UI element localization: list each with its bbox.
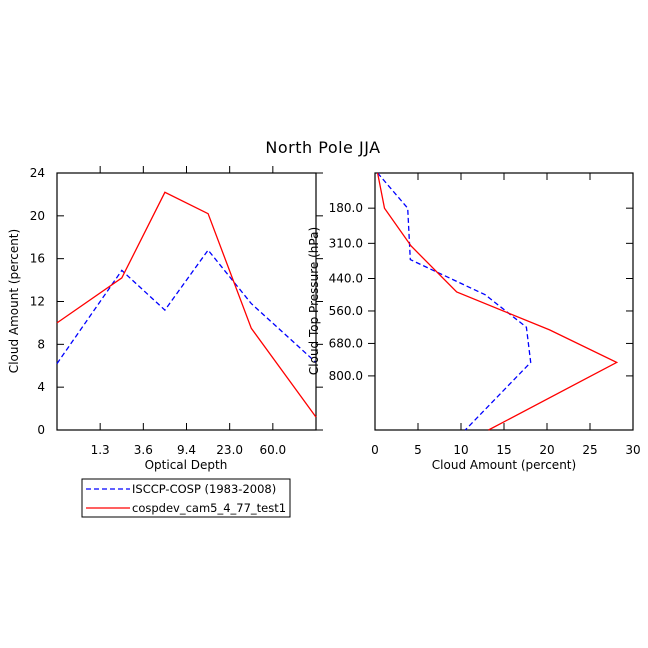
left-y-tick-label: 20 <box>30 209 45 223</box>
left-series-isccp-line <box>56 249 317 364</box>
right-panel: 0 5 10 15 20 25 30 180.0 310.0 440.0 560.0 680.0 800… <box>307 172 641 472</box>
chart-title: North Pole JJA <box>265 138 380 157</box>
right-plot-frame <box>374 172 634 431</box>
left-x-tick-label: 1.3 <box>91 443 110 457</box>
right-x-tick-label: 10 <box>453 443 468 457</box>
legend: ISCCP-COSP (1983-2008) cospdev_cam5_4_77… <box>81 478 291 518</box>
left-y-tick-label: 8 <box>37 337 45 351</box>
legend-label-cam5: cospdev_cam5_4_77_test1 <box>132 501 286 515</box>
right-x-axis-label: Cloud Amount (percent) <box>432 458 576 472</box>
right-y-tick-label: 800.0 <box>329 369 363 383</box>
right-x-tick-label: 5 <box>414 443 422 457</box>
right-x-tick-label: 20 <box>539 443 554 457</box>
left-x-tick-label: 23.0 <box>216 443 243 457</box>
right-y-tick-label: 180.0 <box>329 201 363 215</box>
right-y-tick-label: 680.0 <box>329 336 363 350</box>
legend-box <box>81 478 291 518</box>
left-y-tick-label: 0 <box>37 423 45 437</box>
left-y-tick-label: 12 <box>30 295 45 309</box>
right-y-axis-label: Cloud Top Pressure (hPa) <box>307 227 321 375</box>
right-y-tick-label: 440.0 <box>329 272 363 286</box>
left-y-tick-label: 24 <box>30 166 45 180</box>
left-plot-frame <box>56 172 317 431</box>
left-y-tick-label: 16 <box>30 252 45 266</box>
right-x-tick-label: 15 <box>496 443 511 457</box>
left-y-axis-label: Cloud Amount (percent) <box>7 229 21 373</box>
right-y-tick-label: 560.0 <box>329 304 363 318</box>
legend-label-isccp: ISCCP-COSP (1983-2008) <box>132 482 276 496</box>
left-y-tick-label: 4 <box>37 380 45 394</box>
right-y-tick-label: 310.0 <box>329 236 363 250</box>
right-x-tick-label: 0 <box>371 443 379 457</box>
left-x-tick-label: 3.6 <box>134 443 153 457</box>
left-x-axis-label: Optical Depth <box>145 458 228 472</box>
right-x-tick-label: 25 <box>582 443 597 457</box>
left-panel: 1.3 3.6 9.4 23.0 60.0 0 4 8 12 16 20 24 Optical Dep… <box>7 166 323 472</box>
right-series-isccp-line <box>377 172 532 431</box>
right-series-cam5-line <box>376 172 619 431</box>
left-series-cam5-line <box>56 191 317 418</box>
right-x-tick-label: 30 <box>625 443 640 457</box>
left-x-tick-label: 60.0 <box>259 443 286 457</box>
left-x-tick-label: 9.4 <box>177 443 196 457</box>
